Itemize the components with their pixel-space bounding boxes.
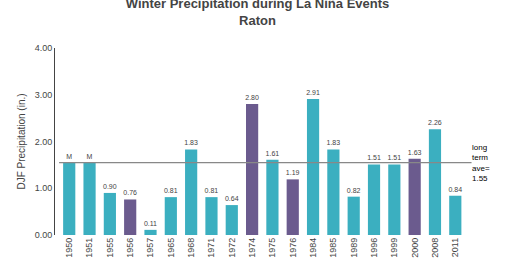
svg-text:2008: 2008 — [430, 238, 440, 258]
svg-text:0.81: 0.81 — [205, 187, 219, 194]
svg-text:0.11: 0.11 — [144, 220, 157, 227]
svg-text:0.82: 0.82 — [347, 187, 361, 194]
svg-text:1.00: 1.00 — [35, 183, 53, 193]
svg-text:1.63: 1.63 — [408, 149, 422, 156]
svg-text:1956: 1956 — [125, 238, 135, 258]
svg-text:1.83: 1.83 — [327, 139, 341, 146]
svg-text:1971: 1971 — [206, 238, 216, 258]
svg-text:longtermave=1.55: longtermave=1.55 — [472, 143, 490, 183]
svg-text:0.76: 0.76 — [123, 189, 137, 196]
svg-text:M: M — [66, 153, 72, 160]
svg-text:1975: 1975 — [267, 238, 277, 258]
svg-text:1968: 1968 — [186, 238, 196, 258]
svg-text:1957: 1957 — [145, 238, 155, 258]
svg-text:1.83: 1.83 — [184, 139, 198, 146]
svg-text:0.90: 0.90 — [103, 183, 117, 190]
svg-text:1951: 1951 — [84, 238, 94, 258]
svg-text:1974: 1974 — [247, 238, 257, 258]
svg-text:1989: 1989 — [349, 238, 359, 258]
svg-text:0.64: 0.64 — [225, 195, 239, 202]
svg-text:1985: 1985 — [328, 238, 338, 258]
svg-text:1976: 1976 — [288, 238, 298, 258]
svg-text:1955: 1955 — [105, 238, 115, 258]
svg-text:Winter Precipitation during La: Winter Precipitation during La Niña Even… — [126, 0, 390, 28]
svg-text:2.80: 2.80 — [245, 94, 259, 101]
svg-text:1965: 1965 — [166, 238, 176, 258]
svg-text:2.26: 2.26 — [428, 119, 442, 126]
svg-text:0.81: 0.81 — [164, 187, 178, 194]
svg-text:1.51: 1.51 — [387, 154, 401, 161]
svg-text:1999: 1999 — [389, 238, 399, 258]
svg-text:1996: 1996 — [369, 238, 379, 258]
svg-text:1.19: 1.19 — [286, 169, 300, 176]
svg-text:1.61: 1.61 — [266, 150, 280, 157]
svg-text:2000: 2000 — [410, 238, 420, 258]
svg-text:1.51: 1.51 — [367, 154, 381, 161]
svg-text:2011: 2011 — [450, 238, 460, 257]
svg-text:2.00: 2.00 — [35, 137, 53, 147]
svg-text:4.00: 4.00 — [35, 43, 53, 53]
svg-text:0.00: 0.00 — [35, 230, 53, 240]
svg-text:1972: 1972 — [227, 238, 237, 258]
svg-text:M: M — [87, 153, 93, 160]
svg-text:DJF Precipitation (in.): DJF Precipitation (in.) — [16, 93, 27, 189]
svg-text:3.00: 3.00 — [35, 90, 53, 100]
svg-text:1950: 1950 — [64, 238, 74, 258]
svg-text:0.84: 0.84 — [448, 186, 462, 193]
svg-text:1984: 1984 — [308, 238, 318, 258]
svg-text:2.91: 2.91 — [306, 89, 320, 96]
